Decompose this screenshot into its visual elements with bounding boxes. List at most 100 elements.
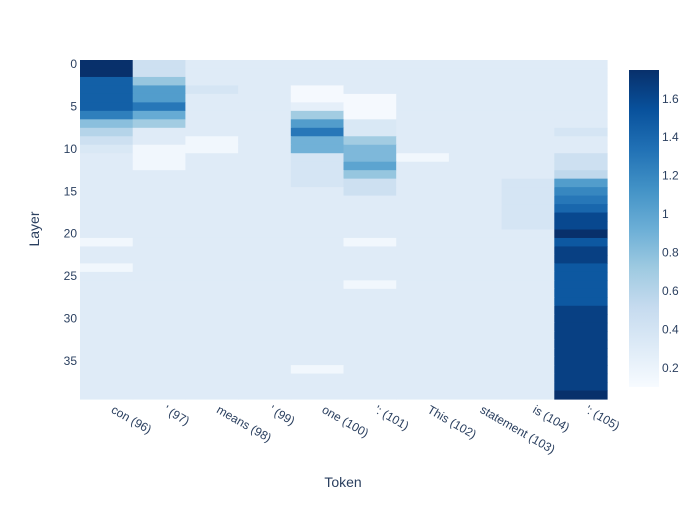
heatmap-cell [132, 187, 186, 197]
heatmap-cell [185, 356, 239, 366]
heatmap-cell [448, 136, 503, 146]
heatmap-cell [343, 212, 397, 222]
heatmap-cell [238, 153, 292, 163]
heatmap-cell [343, 356, 397, 366]
heatmap-cell [501, 314, 555, 324]
heatmap-cell [396, 76, 450, 87]
heatmap-cell [185, 331, 239, 341]
heatmap-cell [501, 254, 555, 264]
heatmap-cell [132, 348, 186, 358]
heatmap-cell [238, 331, 292, 341]
heatmap-cell [396, 373, 450, 383]
heatmap-cell [132, 102, 186, 112]
heatmap-cell [501, 127, 555, 137]
heatmap-cell [343, 136, 397, 146]
heatmap-cell [238, 102, 292, 112]
heatmap-cell [396, 356, 450, 366]
heatmap-cell [238, 187, 292, 197]
heatmap-cell [554, 348, 608, 358]
heatmap-cell [290, 85, 345, 95]
heatmap-cell [185, 373, 239, 383]
x-tick-label: one (100) [320, 402, 371, 440]
heatmap-cell [448, 119, 503, 129]
heatmap-cell [290, 102, 345, 112]
heatmap-cell [185, 246, 239, 256]
heatmap-cell [448, 221, 503, 231]
heatmap-cell [185, 136, 239, 146]
heatmap-cell [80, 339, 134, 349]
heatmap-cell [132, 110, 186, 120]
heatmap-cell [343, 322, 397, 332]
heatmap-cell [238, 93, 292, 103]
heatmap-cell [448, 127, 503, 137]
heatmap-cell [501, 271, 555, 281]
heatmap-cell [448, 178, 503, 188]
heatmap-cell [290, 136, 345, 146]
heatmap-cell [343, 331, 397, 341]
heatmap-cell [448, 68, 503, 78]
heatmap-cell [80, 246, 134, 256]
heatmap-cell [80, 254, 134, 264]
y-tick-label: 20 [64, 227, 78, 241]
heatmap-cell [290, 390, 345, 400]
heatmap-cell [396, 297, 450, 307]
heatmap-cell [396, 348, 450, 358]
heatmap-cell [554, 161, 608, 171]
heatmap-cell [554, 102, 608, 112]
heatmap-cell [343, 178, 397, 188]
x-tick-label: ': (101) [372, 402, 411, 433]
heatmap-cell [80, 365, 134, 375]
heatmap-cell [238, 365, 292, 375]
heatmap-cell [448, 382, 503, 392]
heatmap-cell [554, 195, 608, 205]
heatmap-cell [238, 85, 292, 95]
heatmap-cell [343, 305, 397, 315]
heatmap-cell [343, 76, 397, 87]
heatmap-cell [554, 170, 608, 180]
heatmap-cell [554, 237, 608, 248]
heatmap-cell [396, 195, 450, 205]
heatmap-cell [396, 110, 450, 120]
heatmap-cell [185, 127, 239, 137]
heatmap-cell [132, 68, 186, 78]
heatmap-cell [290, 331, 345, 341]
heatmap-cell [290, 153, 345, 163]
colorbar-tick-label: 0.6 [662, 284, 679, 298]
colorbar-tick-label: 1.6 [662, 92, 679, 106]
colorbar-ticks: 0.2 0.4 0.6 0.8 1 1.2 1.4 1.6 [662, 92, 679, 375]
heatmap-cell [501, 331, 555, 341]
heatmap-cell [343, 204, 397, 214]
heatmap-cell [185, 178, 239, 188]
colorbar-tick-label: 1.4 [662, 130, 679, 144]
heatmap-cell [396, 365, 450, 375]
heatmap-cell [554, 373, 608, 383]
heatmap-cell [290, 187, 345, 197]
heatmap-cell [501, 144, 555, 154]
heatmap-cell [343, 339, 397, 349]
heatmap-cell [238, 246, 292, 256]
heatmap-cell [554, 254, 608, 264]
heatmap-cell [501, 68, 555, 78]
heatmap-cell [343, 93, 397, 103]
heatmap-cell [238, 390, 292, 400]
heatmap-cell [343, 373, 397, 383]
heatmap-cell [185, 212, 239, 222]
heatmap-cell [501, 161, 555, 171]
heatmap-cell [238, 60, 292, 70]
heatmap-cell [554, 204, 608, 214]
heatmap-cell [448, 237, 503, 248]
colorbar-tick-label: 0.8 [662, 246, 679, 260]
heatmap-cell [185, 110, 239, 120]
heatmap-cell [290, 68, 345, 78]
heatmap-cell [132, 170, 186, 180]
heatmap-cell [132, 331, 186, 341]
heatmap-cell [238, 288, 292, 298]
x-tick-label: is (104) [530, 402, 572, 434]
heatmap-cell [501, 288, 555, 298]
x-tick-label: means (98) [214, 402, 274, 444]
heatmap-cell [290, 246, 345, 256]
heatmap-cell [554, 229, 608, 239]
heatmap-cell [448, 322, 503, 332]
heatmap-cell [343, 271, 397, 281]
